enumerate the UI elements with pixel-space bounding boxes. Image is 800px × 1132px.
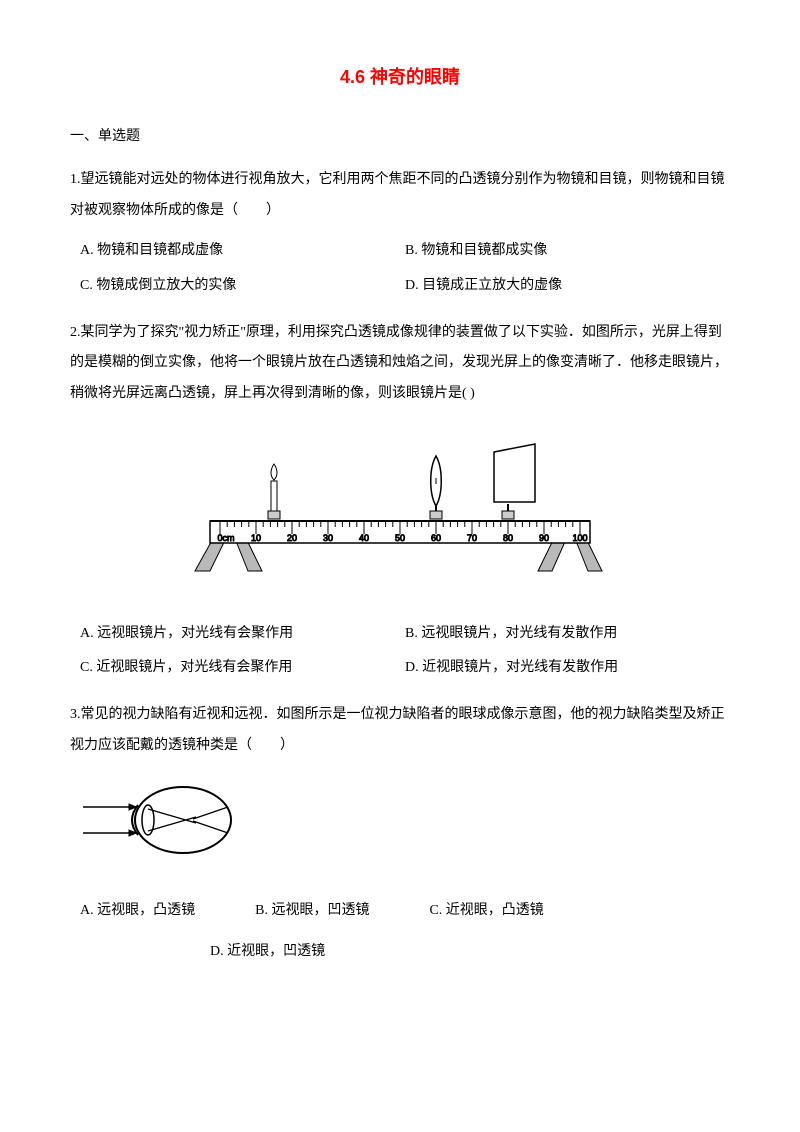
- q1-option-a: A. 物镜和目镜都成虚像: [80, 234, 405, 269]
- q1-option-b: B. 物镜和目镜都成实像: [405, 234, 730, 269]
- page-container: 4.6 神奇的眼睛 一、单选题 1.望远镜能对远处的物体进行视角放大，它利用两个…: [0, 0, 800, 1132]
- question-1-stem: 1.望远镜能对远处的物体进行视角放大，它利用两个焦距不同的凸透镜分别作为物镜和目…: [70, 165, 730, 227]
- svg-text:10: 10: [251, 533, 261, 543]
- question-3-stem: 3.常见的视力缺陷有近视和远视．如图所示是一位视力缺陷者的眼球成像示意图，他的视…: [70, 700, 730, 762]
- q3-option-c: C. 近视眼，凸透镜: [429, 894, 543, 929]
- eye-diagram-figure: [78, 775, 730, 876]
- question-1-options: A. 物镜和目镜都成虚像 B. 物镜和目镜都成实像 C. 物镜成倒立放大的实像 …: [80, 234, 730, 303]
- q3-option-a: A. 远视眼，凸透镜: [80, 894, 195, 929]
- svg-text:20: 20: [287, 533, 297, 543]
- question-3-options-row1: A. 远视眼，凸透镜 B. 远视眼，凹透镜 C. 近视眼，凸透镜: [80, 894, 730, 929]
- svg-text:60: 60: [431, 533, 441, 543]
- svg-text:0cm: 0cm: [217, 533, 234, 543]
- q1-option-d: D. 目镜成正立放大的虚像: [405, 269, 730, 304]
- section-heading: 一、单选题: [70, 124, 730, 151]
- screen-icon: [494, 444, 535, 519]
- candle-icon: [268, 464, 280, 519]
- lens-icon: [430, 456, 442, 519]
- question-3-options-row2: D. 近视眼，凹透镜: [210, 935, 730, 970]
- svg-text:90: 90: [539, 533, 549, 543]
- q1-option-c: C. 物镜成倒立放大的实像: [80, 269, 405, 304]
- svg-text:100: 100: [572, 533, 587, 543]
- svg-text:30: 30: [323, 533, 333, 543]
- question-2-stem: 2.某同学为了探究"视力矫正"原理，利用探究凸透镜成像规律的装置做了以下实验．如…: [70, 318, 730, 410]
- q2-option-b: B. 远视眼镜片，对光线有发散作用: [405, 617, 730, 652]
- svg-text:80: 80: [503, 533, 513, 543]
- q2-option-a: A. 远视眼镜片，对光线有会聚作用: [80, 617, 405, 652]
- q3-option-d: D. 近视眼，凹透镜: [210, 935, 325, 970]
- q3-option-b: B. 远视眼，凹透镜: [255, 894, 369, 929]
- svg-text:40: 40: [359, 533, 369, 543]
- svg-text:70: 70: [467, 533, 477, 543]
- question-2-options: A. 远视眼镜片，对光线有会聚作用 B. 远视眼镜片，对光线有发散作用 C. 近…: [80, 617, 730, 686]
- optical-bench-figure: 0cm 10 20 30 40 50 60 70 80 90 100: [70, 426, 730, 597]
- q2-option-d: D. 近视眼镜片，对光线有发散作用: [405, 651, 730, 686]
- document-title: 4.6 神奇的眼睛: [70, 60, 730, 94]
- svg-text:50: 50: [395, 533, 405, 543]
- q2-option-c: C. 近视眼镜片，对光线有会聚作用: [80, 651, 405, 686]
